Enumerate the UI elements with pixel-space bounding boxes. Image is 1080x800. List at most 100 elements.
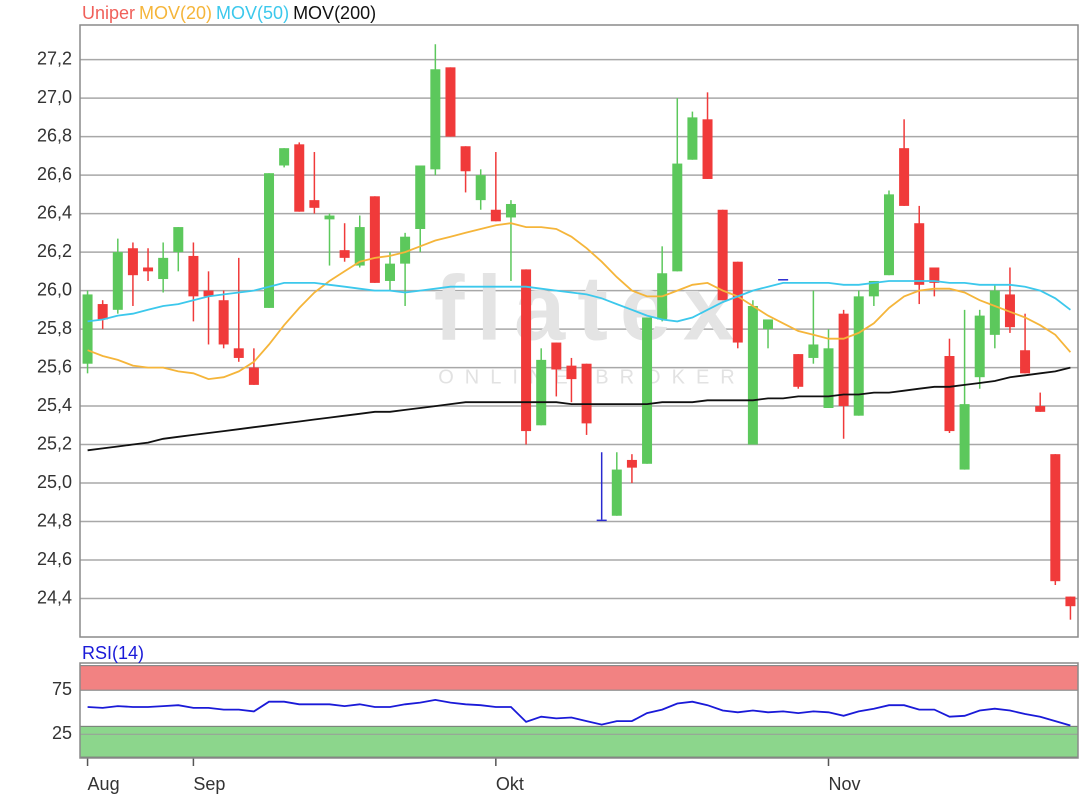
candle-body: [430, 69, 441, 170]
candle-body: [581, 363, 592, 424]
candle-body: [188, 255, 199, 297]
candle-body: [1050, 454, 1061, 582]
y-tick-label: 25,4: [37, 395, 72, 415]
watermark-title: flatex: [434, 257, 746, 359]
y-tick-label: 25: [52, 723, 72, 743]
rsi-band: [79, 725, 1079, 758]
x-tick-label: Sep: [193, 774, 225, 794]
x-tick-label: Nov: [829, 774, 861, 794]
candle-body: [173, 227, 184, 253]
legend-entry: MOV(50): [216, 3, 289, 23]
candle-body: [143, 267, 154, 272]
candle-body: [369, 196, 380, 283]
legend: Uniper MOV(20) MOV(50) MOV(200): [82, 3, 376, 23]
candle-body: [642, 317, 653, 464]
line-series: [87, 280, 1071, 323]
candle-body: [611, 469, 622, 516]
candle-body: [823, 348, 834, 408]
candle-body: [1065, 596, 1076, 607]
y-tick-label: 27,0: [37, 87, 72, 107]
candle-body: [279, 148, 290, 166]
line-series: [87, 366, 1071, 452]
line-series: [87, 698, 1071, 727]
rsi-band: [79, 665, 1079, 691]
legend-entry: Uniper: [82, 3, 135, 23]
candle-body: [475, 175, 486, 201]
candle-body: [596, 519, 607, 522]
plot-layer: 24,4 24,6 24,8 25,0 25,2 25,4 25,6 25,8 26,0 26,2…: [37, 44, 1079, 794]
candle-body: [1004, 294, 1015, 328]
rsi-legend: RSI(14): [82, 643, 144, 663]
candle-body: [218, 300, 229, 345]
y-tick-label: 25,8: [37, 318, 72, 338]
y-tick-label: 24,6: [37, 549, 72, 569]
rsi-plot-frame: [79, 662, 1079, 759]
candle-body: [82, 294, 93, 364]
candle-body: [808, 344, 819, 358]
candle-body: [339, 250, 350, 258]
candle-body: [203, 290, 214, 297]
y-tick-label: 24,8: [37, 510, 72, 530]
candle-body: [354, 227, 365, 266]
candle-body: [838, 313, 849, 407]
candle-body: [400, 236, 411, 264]
candle-body: [415, 165, 426, 229]
candle-body: [490, 209, 501, 222]
candle-body: [899, 148, 910, 206]
candle-body: [974, 315, 985, 378]
y-tick-label: 25,2: [37, 433, 72, 453]
candle-body: [566, 365, 577, 380]
candle-body: [127, 248, 138, 276]
candle-body: [309, 200, 320, 208]
candle-body: [521, 269, 532, 432]
y-tick-label: 24,4: [37, 587, 72, 607]
y-tick-label: 26,6: [37, 164, 72, 184]
candle-body: [687, 117, 698, 160]
candle-body: [384, 263, 395, 281]
candle-body: [672, 163, 683, 272]
y-tick-label: 25,6: [37, 356, 72, 376]
candle-body: [551, 342, 562, 370]
candle-body: [1035, 406, 1046, 412]
candle-body: [112, 252, 123, 310]
candle-body: [914, 223, 925, 285]
candle-body: [158, 257, 169, 280]
candle-body: [248, 367, 259, 385]
candle-body: [233, 348, 244, 358]
legend-entry: RSI(14): [82, 643, 144, 663]
y-tick-label: 26,2: [37, 241, 72, 261]
candle-body: [883, 194, 894, 276]
legend-entry: MOV(200): [293, 3, 376, 23]
candle-body: [717, 209, 728, 301]
line-series: [87, 222, 1072, 381]
candle-body: [445, 67, 456, 137]
y-tick-label: 25,0: [37, 472, 72, 492]
candle-body: [853, 296, 864, 416]
main-plot-frame: [79, 24, 1079, 638]
x-tick-label: Okt: [496, 774, 524, 794]
candle-body: [460, 146, 471, 172]
candle-body: [264, 173, 275, 308]
y-tick-label: 75: [52, 679, 72, 699]
candle-body: [626, 459, 637, 468]
y-tick-label: 26,0: [37, 279, 72, 299]
candle-body: [702, 119, 713, 179]
candle-body: [868, 280, 879, 297]
candle-body: [989, 290, 1000, 335]
candle-body: [793, 354, 804, 387]
candle-body: [294, 144, 305, 212]
y-tick-label: 26,8: [37, 125, 72, 145]
x-tick-label: Aug: [88, 774, 120, 794]
y-tick-label: 26,4: [37, 202, 72, 222]
legend-entry: MOV(20): [139, 3, 212, 23]
candle-body: [1020, 350, 1031, 374]
candle-body: [929, 267, 940, 283]
candle-body: [747, 305, 758, 445]
candle-body: [324, 215, 335, 220]
candle-body: [763, 319, 774, 330]
watermark-subtitle: ONLINE BROKER: [438, 366, 745, 388]
candle-body: [536, 359, 547, 426]
candle-body: [732, 261, 743, 343]
candle-body: [944, 356, 955, 432]
